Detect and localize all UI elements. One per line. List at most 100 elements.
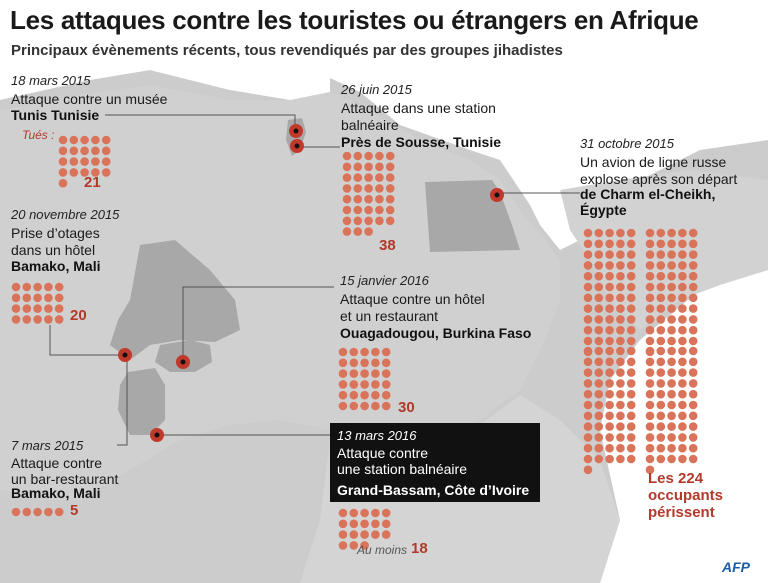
victim-dot bbox=[605, 389, 614, 399]
victim-dot bbox=[688, 443, 698, 453]
victim-dot bbox=[342, 216, 352, 226]
victim-dot bbox=[349, 358, 359, 368]
victim-dot bbox=[44, 293, 53, 303]
victim-dot bbox=[667, 379, 676, 388]
victim-dot bbox=[616, 336, 625, 346]
victim-dot bbox=[688, 379, 698, 388]
victim-dot bbox=[605, 357, 614, 367]
victim-dot bbox=[594, 433, 604, 442]
victim-dot bbox=[678, 325, 687, 335]
victim-dot bbox=[605, 400, 614, 410]
victim-dot bbox=[656, 336, 666, 346]
victim-dot bbox=[583, 433, 593, 442]
victim-dot bbox=[381, 508, 391, 518]
victim-dot bbox=[616, 433, 625, 442]
victim-dot bbox=[626, 325, 636, 335]
victim-dot bbox=[656, 454, 666, 464]
event-place: Tunis Tunisie bbox=[11, 107, 100, 123]
victim-dot bbox=[360, 369, 369, 378]
victim-dot bbox=[645, 336, 655, 346]
victim-dot bbox=[342, 205, 352, 215]
victim-dot bbox=[667, 304, 676, 313]
victim-dot bbox=[626, 250, 636, 259]
victim-dot bbox=[583, 336, 593, 346]
victim-dot bbox=[645, 261, 655, 270]
victim-dot bbox=[583, 293, 593, 303]
victim-dot bbox=[616, 379, 625, 388]
victim-dot bbox=[688, 261, 698, 270]
victim-dot bbox=[371, 380, 380, 389]
victim-dot bbox=[667, 271, 676, 281]
victim-dot bbox=[616, 315, 625, 324]
victim-dot bbox=[11, 293, 21, 303]
victim-dot bbox=[616, 411, 625, 421]
victim-dot bbox=[594, 411, 604, 421]
victim-dot bbox=[33, 282, 42, 292]
victim-dot bbox=[69, 157, 79, 166]
victim-dot bbox=[371, 358, 380, 368]
victim-dot bbox=[381, 390, 391, 400]
victim-dot bbox=[605, 315, 614, 324]
victim-dot bbox=[22, 282, 32, 292]
victim-dot bbox=[349, 541, 359, 550]
victim-dot bbox=[583, 261, 593, 270]
victim-dot bbox=[385, 194, 395, 204]
victim-dot bbox=[656, 357, 666, 367]
victim-dot bbox=[33, 315, 42, 324]
event-count: Les 224 occupants périssent bbox=[648, 470, 724, 521]
victim-dot bbox=[645, 443, 655, 453]
victim-dot bbox=[678, 228, 687, 238]
victim-dot bbox=[645, 239, 655, 249]
victim-dot bbox=[605, 422, 614, 431]
victim-dot bbox=[656, 379, 666, 388]
victim-dot bbox=[656, 368, 666, 377]
event-count: 5 bbox=[70, 502, 79, 519]
victim-dot bbox=[364, 194, 373, 204]
victim-dot bbox=[594, 379, 604, 388]
victim-dot bbox=[22, 315, 32, 324]
victim-dot bbox=[616, 325, 625, 335]
victim-dot bbox=[688, 228, 698, 238]
victim-dot bbox=[688, 293, 698, 303]
victim-dot bbox=[656, 346, 666, 356]
victim-dot bbox=[605, 239, 614, 249]
victim-dot bbox=[101, 146, 111, 156]
victim-dot bbox=[678, 443, 687, 453]
victim-dot bbox=[349, 508, 359, 518]
victim-dot bbox=[667, 261, 676, 270]
victim-dot bbox=[594, 389, 604, 399]
victim-dot bbox=[594, 315, 604, 324]
victim-dot bbox=[583, 315, 593, 324]
event-desc: balnéaire bbox=[341, 117, 399, 133]
victim-dot bbox=[91, 168, 100, 177]
event-count: 18 bbox=[411, 540, 428, 557]
victim-dot bbox=[69, 168, 79, 177]
victim-dot bbox=[381, 530, 391, 539]
victim-dot bbox=[688, 389, 698, 399]
victim-dot bbox=[616, 293, 625, 303]
victim-dot bbox=[353, 205, 363, 215]
victim-dot bbox=[605, 282, 614, 292]
victim-dot bbox=[656, 250, 666, 259]
victim-dot bbox=[385, 184, 395, 193]
event-place: Bamako, Mali bbox=[11, 258, 101, 274]
event-desc: Prise d’otages bbox=[11, 225, 100, 241]
victim-dot bbox=[594, 400, 604, 410]
victim-dot bbox=[616, 304, 625, 313]
event-place: Égypte bbox=[580, 202, 627, 218]
victim-dot bbox=[58, 168, 68, 177]
victim-dot bbox=[656, 389, 666, 399]
victim-dot bbox=[656, 325, 666, 335]
victim-dot bbox=[44, 315, 53, 324]
victim-dot bbox=[342, 184, 352, 193]
victim-dot bbox=[381, 380, 391, 389]
victim-dot bbox=[594, 368, 604, 377]
victim-dot bbox=[667, 454, 676, 464]
victim-dot bbox=[678, 315, 687, 324]
victim-dot bbox=[342, 194, 352, 204]
victim-dot bbox=[667, 389, 676, 399]
victim-dot bbox=[58, 146, 68, 156]
country-mali bbox=[110, 240, 240, 360]
victim-dot bbox=[667, 422, 676, 431]
victim-dot bbox=[364, 162, 373, 172]
